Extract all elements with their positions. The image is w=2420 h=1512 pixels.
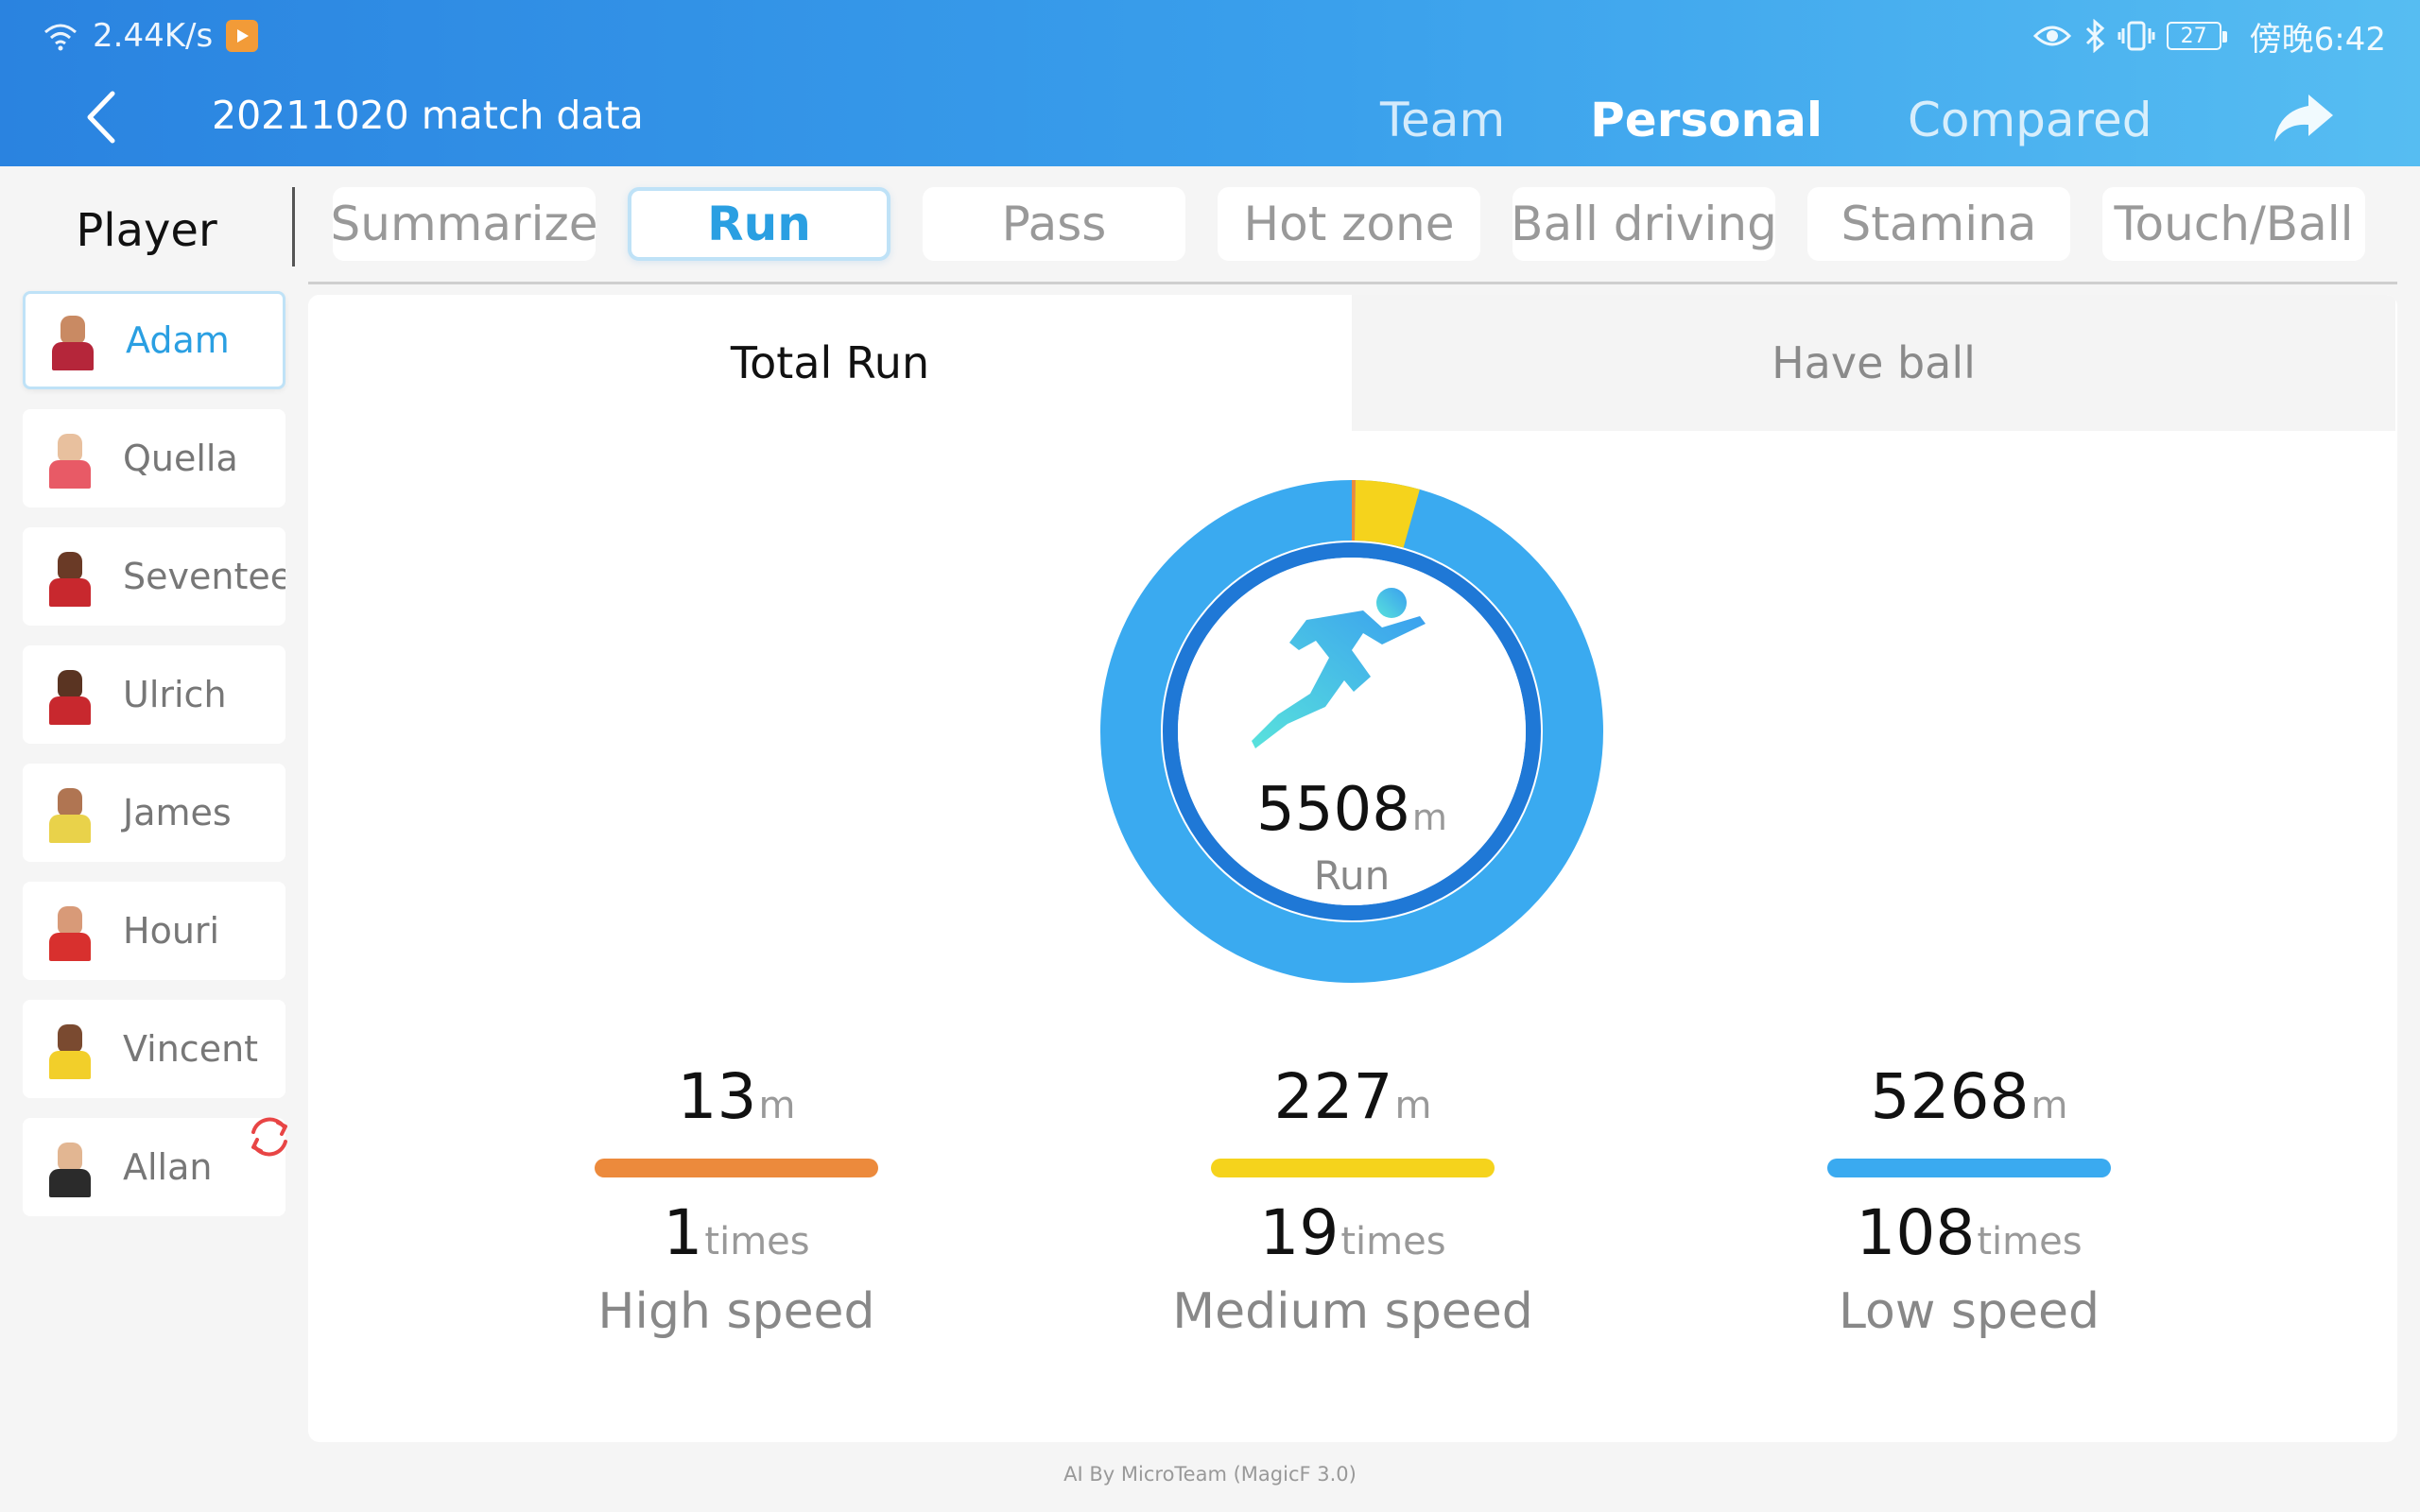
player-name: James	[123, 792, 232, 833]
avatar	[48, 310, 97, 370]
distance: 227m	[1164, 1060, 1542, 1145]
runner-icon	[1252, 588, 1426, 748]
status-bar-left: 2.44K/s	[42, 13, 259, 59]
avatar	[45, 782, 95, 843]
player-name: Allan	[123, 1146, 213, 1188]
avatar	[45, 1137, 95, 1197]
player-item-vincent[interactable]: Vincent	[23, 1000, 285, 1098]
status-bar-right: 27 傍晚6:42	[2032, 13, 2386, 59]
divider	[292, 187, 295, 266]
player-item-houri[interactable]: Houri	[23, 882, 285, 980]
tab-personal[interactable]: Personal	[1590, 93, 1823, 147]
distance-value: 227	[1273, 1060, 1393, 1133]
run-ring-chart	[1098, 478, 1605, 985]
video-app-icon	[226, 20, 259, 52]
avatar	[45, 664, 95, 725]
ring-inner-border	[1163, 542, 1541, 920]
tab-stamina[interactable]: Stamina	[1807, 187, 2070, 261]
battery-icon: 27	[2166, 22, 2227, 50]
speed-label: Medium speed	[1172, 1283, 1533, 1340]
top-tab-bar: Team Personal Compared	[1380, 87, 2238, 153]
player-item-quella[interactable]: Quella	[23, 409, 285, 507]
tab-total-run[interactable]: Total Run	[308, 295, 1352, 431]
speed-bar-high	[595, 1159, 878, 1177]
distance-unit: m	[1394, 1084, 1432, 1127]
player-item-james[interactable]: James	[23, 764, 285, 862]
tab-hot-zone[interactable]: Hot zone	[1218, 187, 1480, 261]
distance-unit: m	[758, 1084, 796, 1127]
total-run-unit: m	[1411, 797, 1447, 838]
player-name: Houri	[123, 910, 220, 952]
page-title: 20211020 match data	[212, 93, 644, 138]
ring-segment-medium	[1354, 480, 1420, 548]
player-name: Ulrich	[123, 674, 227, 715]
speed-label: Low speed	[1838, 1283, 2100, 1340]
times-unit: times	[1340, 1220, 1446, 1263]
times: 108times	[1780, 1196, 2158, 1281]
player-name: Quella	[123, 438, 238, 479]
clock: 傍晚6:42	[2249, 20, 2386, 59]
refresh-icon	[251, 1117, 287, 1157]
player-item-ulrich[interactable]: Ulrich	[23, 645, 285, 744]
eye-icon	[2032, 26, 2071, 46]
distance: 5268m	[1780, 1060, 2158, 1145]
player-item-allan[interactable]: Allan	[23, 1118, 285, 1216]
stat-high-speed: 13m 1times High speed	[547, 1060, 925, 1340]
ring-center	[1178, 558, 1526, 905]
share-arrow-icon	[2274, 94, 2333, 142]
wifi-icon	[44, 24, 77, 51]
total-run-number: 5508	[1256, 775, 1410, 845]
network-speed: 2.44K/s	[93, 17, 214, 55]
tab-run[interactable]: Run	[628, 187, 890, 261]
tab-pass[interactable]: Pass	[923, 187, 1185, 261]
tab-have-ball[interactable]: Have ball	[1352, 295, 2395, 431]
avatar	[45, 428, 95, 489]
player-item-adam[interactable]: Adam	[23, 291, 285, 389]
footer-credit: AI By MicroTeam (MagicF 3.0)	[1063, 1463, 1357, 1486]
speed-bar-medium	[1211, 1159, 1495, 1177]
avatar	[45, 901, 95, 961]
refresh-button[interactable]	[244, 1111, 295, 1162]
times-unit: times	[704, 1220, 810, 1263]
share-button[interactable]	[2271, 89, 2337, 146]
tab-touch-ball[interactable]: Touch/Ball	[2102, 187, 2365, 261]
bluetooth-icon	[2085, 19, 2104, 53]
distance: 13m	[547, 1060, 925, 1145]
player-name: Vincent	[123, 1028, 259, 1070]
stat-medium-speed: 227m 19times Medium speed	[1164, 1060, 1542, 1340]
chevron-left-icon	[87, 91, 115, 144]
back-button[interactable]	[74, 83, 127, 151]
avatar	[45, 546, 95, 607]
tab-ball-driving[interactable]: Ball driving	[1512, 187, 1775, 261]
vibrate-icon	[2118, 21, 2155, 51]
speed-label: High speed	[597, 1283, 875, 1340]
player-name: Adam	[126, 319, 230, 361]
distance-value: 13	[677, 1060, 757, 1133]
times-value: 1	[663, 1196, 703, 1269]
distance-unit: m	[2031, 1084, 2068, 1127]
divider	[308, 282, 2397, 284]
times: 19times	[1164, 1196, 1542, 1281]
app-header: 2.44K/s 27 傍晚6:42 20211020 match data Te…	[0, 0, 2420, 166]
total-run-label: Run	[1313, 852, 1391, 899]
avatar	[45, 1019, 95, 1079]
total-run-value: 5508m	[1098, 775, 1605, 845]
tab-compared[interactable]: Compared	[1907, 93, 2152, 147]
stat-low-speed: 5268m 108times Low speed	[1780, 1060, 2158, 1340]
speed-bar-low	[1827, 1159, 2111, 1177]
distance-value: 5268	[1870, 1060, 2030, 1133]
player-item-seventee[interactable]: Seventee	[23, 527, 285, 626]
tab-team[interactable]: Team	[1380, 93, 1506, 147]
player-name: Seventee	[123, 556, 285, 597]
times-value: 108	[1856, 1196, 1976, 1269]
times: 1times	[547, 1196, 925, 1281]
times-unit: times	[1977, 1220, 2083, 1263]
player-column-header: Player	[76, 204, 217, 257]
times-value: 19	[1259, 1196, 1340, 1269]
tab-summarize[interactable]: Summarize	[333, 187, 596, 261]
run-stats-card: Total Run Have ball 5508m Run	[308, 295, 2397, 1442]
